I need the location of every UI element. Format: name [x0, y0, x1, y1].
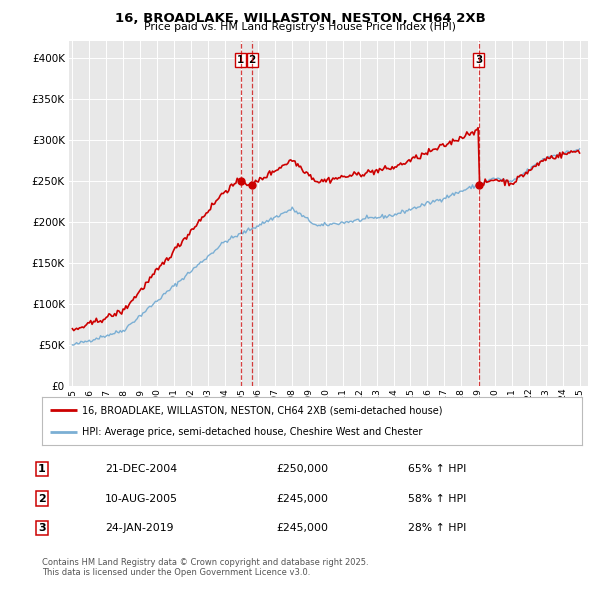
- Text: Contains HM Land Registry data © Crown copyright and database right 2025.
This d: Contains HM Land Registry data © Crown c…: [42, 558, 368, 577]
- Text: 58% ↑ HPI: 58% ↑ HPI: [408, 494, 466, 503]
- Text: Price paid vs. HM Land Registry's House Price Index (HPI): Price paid vs. HM Land Registry's House …: [144, 22, 456, 32]
- Text: 24-JAN-2019: 24-JAN-2019: [105, 523, 173, 533]
- Text: 3: 3: [475, 55, 482, 65]
- Text: 1: 1: [38, 464, 46, 474]
- Text: 28% ↑ HPI: 28% ↑ HPI: [408, 523, 466, 533]
- Text: 10-AUG-2005: 10-AUG-2005: [105, 494, 178, 503]
- Text: 16, BROADLAKE, WILLASTON, NESTON, CH64 2XB (semi-detached house): 16, BROADLAKE, WILLASTON, NESTON, CH64 2…: [83, 405, 443, 415]
- Text: £250,000: £250,000: [276, 464, 328, 474]
- Text: 2: 2: [38, 494, 46, 503]
- Text: £245,000: £245,000: [276, 523, 328, 533]
- Text: 2: 2: [248, 55, 256, 65]
- Text: £245,000: £245,000: [276, 494, 328, 503]
- Text: 16, BROADLAKE, WILLASTON, NESTON, CH64 2XB: 16, BROADLAKE, WILLASTON, NESTON, CH64 2…: [115, 12, 485, 25]
- Text: 21-DEC-2004: 21-DEC-2004: [105, 464, 177, 474]
- Text: 1: 1: [237, 55, 244, 65]
- Text: 65% ↑ HPI: 65% ↑ HPI: [408, 464, 466, 474]
- Text: HPI: Average price, semi-detached house, Cheshire West and Chester: HPI: Average price, semi-detached house,…: [83, 427, 423, 437]
- Text: 3: 3: [38, 523, 46, 533]
